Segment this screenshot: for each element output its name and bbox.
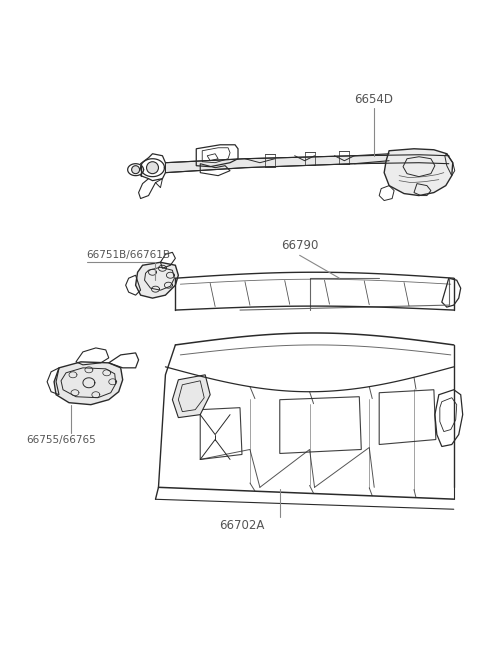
Polygon shape	[166, 155, 449, 173]
Text: 66751B/66761B: 66751B/66761B	[86, 250, 170, 260]
Polygon shape	[54, 362, 123, 405]
Text: 66790: 66790	[281, 239, 318, 252]
Polygon shape	[136, 262, 179, 298]
Polygon shape	[172, 374, 210, 418]
Text: 66702A: 66702A	[219, 519, 264, 532]
Text: 6654D: 6654D	[354, 93, 393, 106]
Circle shape	[146, 162, 158, 173]
Circle shape	[132, 166, 140, 173]
Text: 66755/66765: 66755/66765	[26, 434, 96, 445]
Polygon shape	[384, 148, 453, 196]
